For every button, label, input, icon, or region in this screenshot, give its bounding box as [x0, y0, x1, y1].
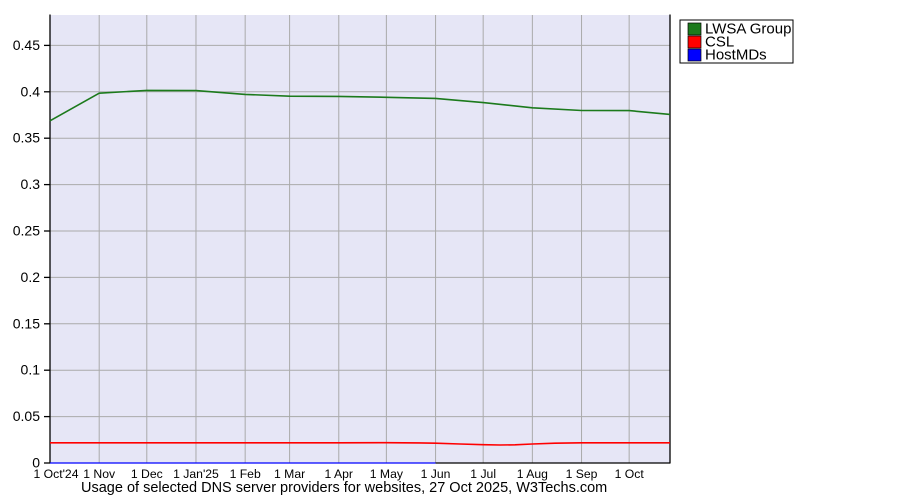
svg-text:1 Jun: 1 Jun [421, 467, 451, 481]
svg-text:0.25: 0.25 [13, 223, 40, 239]
svg-text:1 Mar: 1 Mar [274, 467, 305, 481]
svg-text:HostMDs: HostMDs [705, 47, 767, 64]
svg-text:1 Aug: 1 Aug [517, 467, 548, 481]
svg-text:0.1: 0.1 [21, 362, 41, 378]
svg-text:1 May: 1 May [370, 467, 404, 481]
svg-text:0.05: 0.05 [13, 408, 40, 424]
svg-text:1 Oct'24: 1 Oct'24 [33, 467, 78, 481]
svg-text:1 Jul: 1 Jul [470, 467, 496, 481]
svg-text:Usage of selected DNS server p: Usage of selected DNS server providers f… [81, 480, 607, 496]
svg-text:0.35: 0.35 [13, 130, 40, 146]
svg-text:1 Feb: 1 Feb [230, 467, 261, 481]
svg-text:1 Dec: 1 Dec [131, 467, 163, 481]
svg-text:0.4: 0.4 [21, 83, 41, 99]
svg-text:1 Apr: 1 Apr [325, 467, 353, 481]
svg-text:1 Oct: 1 Oct [615, 467, 645, 481]
svg-text:1 Nov: 1 Nov [83, 467, 116, 481]
svg-text:0.3: 0.3 [21, 176, 41, 192]
svg-text:1 Sep: 1 Sep [566, 467, 598, 481]
svg-text:1 Jan'25: 1 Jan'25 [173, 467, 219, 481]
svg-text:0.15: 0.15 [13, 315, 40, 331]
svg-text:0.45: 0.45 [13, 37, 40, 53]
svg-text:0.2: 0.2 [21, 269, 41, 285]
